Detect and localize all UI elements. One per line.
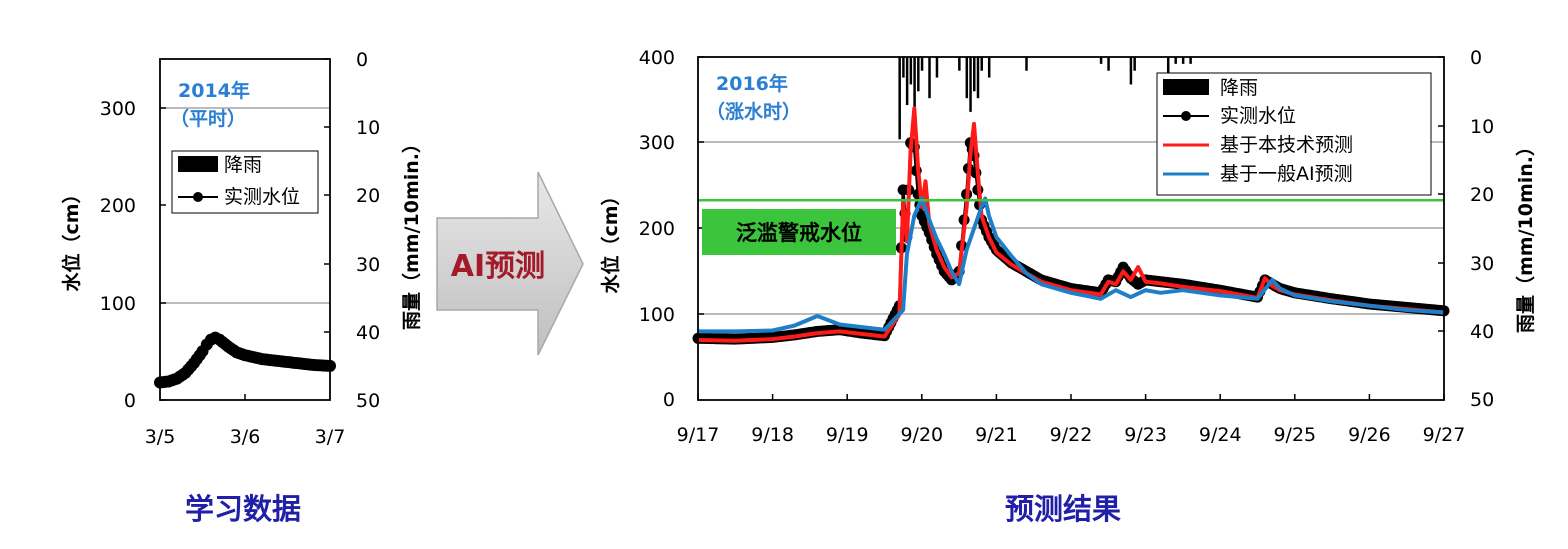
rainfall-bar bbox=[909, 57, 913, 85]
right-xtick-label: 9/21 bbox=[975, 424, 1018, 446]
right-y2tick-label: 20 bbox=[1470, 184, 1494, 206]
rainfall-bar bbox=[902, 57, 905, 78]
left-period-year: 2014年 bbox=[178, 79, 250, 102]
left-ytick-label: 200 bbox=[100, 195, 136, 217]
legend-marker-observed bbox=[193, 192, 203, 202]
right-ytick-label: 100 bbox=[639, 304, 675, 326]
rainfall-bar bbox=[920, 57, 924, 71]
right-xticks: 9/17 9/18 9/19 9/20 9/21 9/22 9/23 9/24 9/25 9/26… bbox=[677, 394, 1466, 446]
right-y2tick-label: 40 bbox=[1470, 321, 1494, 343]
left-y2tick-label: 50 bbox=[356, 390, 380, 412]
right-xtick-label: 9/25 bbox=[1273, 424, 1316, 446]
right-xtick-label: 9/18 bbox=[751, 424, 794, 446]
left-legend-label: 降雨 bbox=[224, 154, 262, 176]
rainfall-bar bbox=[935, 57, 939, 78]
right-series-lines bbox=[692, 106, 1450, 345]
rainfall-bar bbox=[965, 57, 969, 99]
rainfall-bar bbox=[1107, 57, 1110, 71]
rainfall-bar bbox=[905, 57, 909, 106]
rainfall-bar bbox=[917, 57, 920, 92]
left-xtick-label: 3/6 bbox=[230, 426, 261, 448]
legend-marker-observed bbox=[1181, 111, 1191, 121]
arrow-shape bbox=[436, 171, 584, 356]
rainfall-bar bbox=[913, 57, 916, 126]
rainfall-bar bbox=[969, 57, 972, 112]
right-legend-label: 降雨 bbox=[1220, 77, 1258, 99]
left-ylabel: 水位（cm） bbox=[60, 184, 83, 291]
left-legend-label: 实测水位 bbox=[224, 186, 300, 208]
series-line-general-ai bbox=[698, 196, 1445, 334]
rainfall-bar bbox=[898, 57, 901, 140]
rainfall-bar bbox=[1099, 57, 1103, 64]
right-ytick-label: 300 bbox=[639, 132, 675, 154]
right-legend-label: 实测水位 bbox=[1220, 105, 1296, 127]
right-xtick-label: 9/22 bbox=[1050, 424, 1093, 446]
left-ytick-label: 300 bbox=[100, 98, 136, 120]
legend-swatch-rain bbox=[1163, 79, 1209, 95]
rainfall-bar bbox=[1133, 57, 1136, 71]
right-xtick-label: 9/24 bbox=[1199, 424, 1242, 446]
caption-prediction-results: 预测结果 bbox=[1005, 492, 1121, 526]
right-chart: 0 100 200 300 400 0 10 20 30 40 50 9/17 9… bbox=[599, 47, 1537, 446]
right-y2tick-label: 30 bbox=[1470, 253, 1494, 275]
left-legend: 降雨 实测水位 bbox=[171, 150, 319, 214]
arrow-label: AI预测 bbox=[451, 249, 545, 284]
alert-level-label: 泛滥警戒水位 bbox=[736, 221, 862, 245]
right-xtick-label: 9/20 bbox=[900, 424, 943, 446]
left-y2tick-label: 20 bbox=[356, 185, 380, 207]
alert-level-box bbox=[702, 209, 896, 255]
left-y2tick-label: 0 bbox=[356, 49, 368, 71]
right-ylabel: 水位（cm） bbox=[599, 186, 622, 293]
rainfall-bar bbox=[1174, 57, 1177, 64]
right-y2tick-label: 50 bbox=[1470, 389, 1494, 411]
right-xtick-label: 9/17 bbox=[677, 424, 720, 446]
right-ytick-label: 200 bbox=[639, 218, 675, 240]
rainfall-bar bbox=[958, 57, 961, 71]
left-chart: 0 100 200 300 0 10 20 30 40 50 3/5 3/6 3… bbox=[60, 49, 423, 448]
left-y2tick-label: 10 bbox=[356, 117, 380, 139]
rainfall-bar bbox=[980, 57, 983, 71]
right-legend-label: 基于本技术预测 bbox=[1220, 134, 1353, 156]
right-y2tick-label: 10 bbox=[1470, 116, 1494, 138]
rainfall-bar bbox=[1129, 57, 1133, 85]
right-xtick-label: 9/26 bbox=[1348, 424, 1391, 446]
left-ytick-label: 100 bbox=[100, 293, 136, 315]
right-rainfall-bars bbox=[898, 57, 1192, 140]
right-ytick-label: 0 bbox=[663, 389, 675, 411]
left-xtick-label: 3/7 bbox=[315, 426, 346, 448]
left-y2label: 雨量（mm/10min.） bbox=[400, 134, 423, 330]
rainfall-bar bbox=[973, 57, 976, 92]
right-legend: 降雨 实测水位 基于本技术预测 基于一般AI预测 bbox=[1156, 72, 1432, 196]
left-period-state: （平时） bbox=[170, 107, 246, 130]
right-xtick-label: 9/19 bbox=[826, 424, 869, 446]
rainfall-bar bbox=[1181, 57, 1185, 64]
right-xtick-label: 9/23 bbox=[1124, 424, 1167, 446]
rainfall-bar bbox=[987, 57, 991, 78]
right-xtick-label: 9/27 bbox=[1423, 424, 1466, 446]
right-legend-label: 基于一般AI预测 bbox=[1220, 163, 1353, 185]
rainfall-bar bbox=[928, 57, 931, 99]
right-period-year: 2016年 bbox=[716, 72, 788, 95]
ai-prediction-arrow: AI预测 bbox=[436, 171, 584, 356]
left-series-lines bbox=[154, 331, 336, 389]
rainfall-bar bbox=[976, 57, 980, 99]
right-y2tick-label: 0 bbox=[1470, 47, 1482, 69]
left-xtick-label: 3/5 bbox=[145, 426, 176, 448]
rainfall-bar bbox=[1189, 57, 1192, 64]
left-y2tick-label: 40 bbox=[356, 322, 380, 344]
caption-learning-data: 学习数据 bbox=[185, 492, 301, 526]
right-period-state: （涨水时） bbox=[706, 100, 801, 123]
legend-swatch-rain bbox=[178, 156, 218, 172]
rainfall-bar bbox=[1025, 57, 1028, 71]
left-ytick-label: 0 bbox=[124, 390, 136, 412]
right-ytick-label: 400 bbox=[639, 47, 675, 69]
right-y2label: 雨量（mm/10min.） bbox=[1514, 137, 1537, 333]
left-y2tick-label: 30 bbox=[356, 254, 380, 276]
